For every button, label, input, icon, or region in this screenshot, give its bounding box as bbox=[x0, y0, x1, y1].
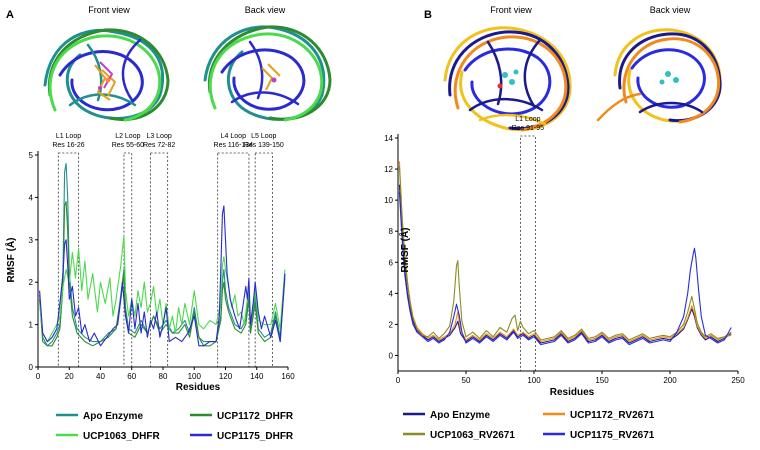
chartA-loop-name-5: L5 Loop bbox=[251, 133, 276, 140]
panel-a-letter: A bbox=[6, 9, 14, 21]
chart-b-y-axis-title: RMSF (Å) bbox=[398, 228, 411, 273]
chartB-y-tick-label-4: 8 bbox=[389, 227, 394, 236]
chartA-y-tick-label-3: 3 bbox=[29, 236, 34, 245]
legendA-label-3: UCP1063_DHFR bbox=[83, 431, 160, 442]
panel-b-back-view-label: Back view bbox=[650, 5, 691, 15]
chartA-series-line-4 bbox=[39, 205, 286, 347]
panel-b-back-structure bbox=[596, 28, 722, 124]
chartB-series-line-1 bbox=[398, 184, 732, 344]
legendB-label-4: UCP1175_RV2671 bbox=[570, 430, 655, 441]
chartA-loop-range-4: Res 116-134 bbox=[214, 142, 254, 149]
chartB-series-line-2 bbox=[398, 161, 732, 343]
chartA-x-tick-label-7: 140 bbox=[250, 372, 264, 381]
panel-a-front-ligands bbox=[94, 61, 117, 101]
chartB-x-tick-label-1: 50 bbox=[462, 376, 471, 385]
chartA-y-tick-label-5: 5 bbox=[29, 151, 34, 160]
chartB-loop-range-1: Res 91-95 bbox=[512, 125, 544, 132]
chartA-x-tick-label-1: 20 bbox=[65, 372, 74, 381]
chart-a-axes: 0 20 40 60 80 100 120 140 160 0 1 2 3 4 5 bbox=[29, 151, 295, 381]
chartA-x-tick-label-6: 120 bbox=[219, 372, 233, 381]
chartA-loop-box-3 bbox=[150, 152, 169, 368]
chartA-y-tick-label-1: 1 bbox=[29, 321, 34, 330]
chartB-y-tick-label-5: 10 bbox=[384, 196, 393, 205]
panel-a-back-structure bbox=[203, 25, 332, 122]
chartA-loop-range-3: Res 72-82 bbox=[143, 142, 175, 149]
chartA-y-tick-label-2: 2 bbox=[29, 278, 34, 287]
chartB-y-tick-label-0: 0 bbox=[389, 351, 394, 360]
legendB-label-3: UCP1063_RV2671 bbox=[430, 430, 515, 441]
panel-b-front-ligands bbox=[497, 69, 519, 89]
chartA-x-tick-label-3: 60 bbox=[127, 372, 136, 381]
legendA-label-4: UCP1175_DHFR bbox=[217, 431, 294, 442]
chartA-loop-name-1: L1 Loop bbox=[56, 133, 81, 140]
chart-a-y-axis-title: RMSF (Å) bbox=[4, 238, 17, 283]
chart-a-series-lines bbox=[39, 162, 286, 347]
chartB-y-tick-label-7: 14 bbox=[384, 134, 393, 143]
panel-b-front-view-label: Front view bbox=[490, 5, 532, 15]
chartB-x-tick-label-3: 150 bbox=[595, 376, 609, 385]
chart-a-x-axis-title: Residues bbox=[176, 382, 221, 393]
legendB-label-2: UCP1172_RV2671 bbox=[570, 410, 655, 421]
chartA-loop-name-4: L4 Loop bbox=[221, 133, 246, 140]
chartB-x-tick-label-0: 0 bbox=[396, 376, 401, 385]
chartA-y-tick-label-0: 0 bbox=[29, 363, 34, 372]
chartA-x-tick-label-4: 80 bbox=[159, 372, 168, 381]
chart-b-axes: 0 50 100 150 200 250 0 2 4 6 8 10 12 14 bbox=[384, 134, 745, 385]
chart-b-x-axis-title: Residues bbox=[550, 387, 595, 398]
chartB-loop-name-1: L1 Loop bbox=[515, 116, 540, 123]
chartA-y-tick-label-4: 4 bbox=[29, 193, 34, 202]
chartB-series-line-4 bbox=[398, 192, 732, 346]
chart-b-series-lines bbox=[398, 161, 732, 346]
chartB-x-tick-label-5: 250 bbox=[731, 376, 745, 385]
chartA-x-tick-label-0: 0 bbox=[36, 372, 41, 381]
legendA-label-2: UCP1172_DHFR bbox=[217, 411, 294, 422]
chartB-y-tick-label-1: 2 bbox=[389, 320, 394, 329]
chartB-series-line-3 bbox=[398, 165, 732, 341]
panel-b-back-ligands bbox=[659, 71, 679, 85]
chartB-y-tick-label-2: 4 bbox=[389, 289, 394, 298]
legendB-label-1: Apo Enzyme bbox=[430, 410, 490, 421]
chartA-loop-range-2: Res 55-60 bbox=[112, 142, 144, 149]
chartA-loop-name-3: L3 Loop bbox=[146, 133, 171, 140]
chartB-x-tick-label-4: 200 bbox=[663, 376, 677, 385]
chart-b-legend: Apo Enzyme UCP1172_RV2671 UCP1063_RV2671 UC… bbox=[403, 410, 655, 441]
chart-b: L1 Loop Res 91-95 0 50 100 150 200 250 0 2 4 6 8 10 1… bbox=[384, 116, 745, 398]
legendA-label-1: Apo Enzyme bbox=[83, 411, 143, 422]
panel-a-back-view-label: Back view bbox=[245, 5, 286, 15]
chartB-y-tick-label-6: 12 bbox=[384, 165, 393, 174]
panel-b-letter: B bbox=[424, 9, 432, 21]
chartA-loop-box-5 bbox=[254, 152, 273, 368]
chartA-x-tick-label-8: 160 bbox=[281, 372, 295, 381]
panel-a-front-view-label: Front view bbox=[88, 5, 130, 15]
chartA-series-line-2 bbox=[39, 201, 286, 347]
chartA-loop-box-4 bbox=[217, 152, 250, 368]
chartB-x-tick-label-2: 100 bbox=[527, 376, 541, 385]
chartA-x-tick-label-5: 100 bbox=[188, 372, 202, 381]
panel-a-back-ligands bbox=[261, 63, 281, 91]
panel-b-front-structure bbox=[443, 26, 572, 132]
chartA-loop-range-5: Res 139-150 bbox=[244, 142, 284, 149]
chart-a-legend: Apo Enzyme UCP1172_DHFR UCP1063_DHFR UCP117… bbox=[56, 411, 294, 442]
chartA-x-tick-label-2: 40 bbox=[96, 372, 105, 381]
chartB-y-tick-label-3: 6 bbox=[389, 258, 394, 267]
chartA-loop-range-1: Res 16-26 bbox=[52, 142, 84, 149]
chartA-loop-name-2: L2 Loop bbox=[115, 133, 140, 140]
